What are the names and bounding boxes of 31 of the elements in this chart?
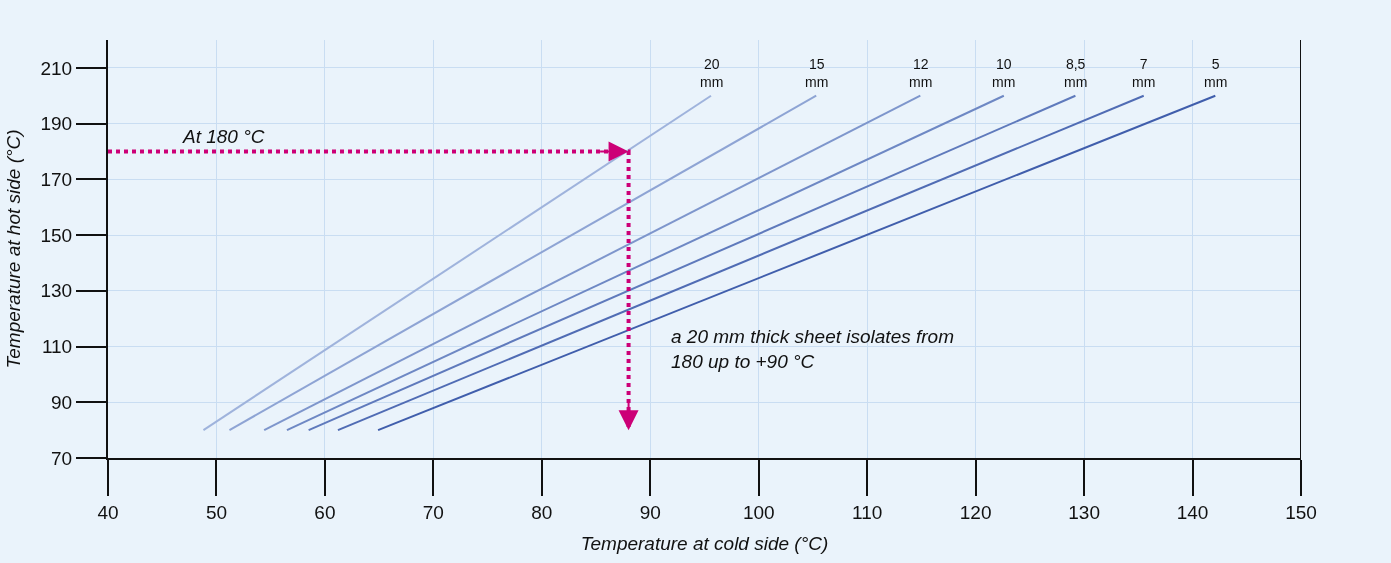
series-label: 7 mm bbox=[1132, 56, 1156, 91]
x-tick-label: 60 bbox=[314, 501, 336, 523]
x-axis-title: Temperature at cold side (°C) bbox=[580, 533, 829, 555]
series-label: 15 mm bbox=[805, 56, 829, 91]
y-tick-label: 190 bbox=[40, 113, 73, 135]
series-label: 12 mm bbox=[909, 56, 933, 91]
x-tick-label: 80 bbox=[531, 501, 553, 523]
y-tick-label: 210 bbox=[40, 57, 73, 79]
x-tick-label: 110 bbox=[852, 501, 883, 523]
annotation: a 20 mm thick sheet isolates from 180 up to +90 °C bbox=[671, 326, 954, 372]
x-tick-label: 140 bbox=[1176, 501, 1209, 523]
x-tick-label: 150 bbox=[1285, 501, 1317, 523]
y-tick-label: 130 bbox=[40, 280, 73, 302]
y-tick-label: 110 bbox=[41, 336, 73, 358]
y-tick-label: 150 bbox=[40, 224, 73, 246]
series-label: 20 mm bbox=[700, 56, 724, 91]
x-tick-label: 90 bbox=[639, 501, 661, 523]
series-label: 5 mm bbox=[1204, 56, 1228, 91]
y-tick-label: 70 bbox=[51, 447, 73, 469]
x-tick-label: 100 bbox=[742, 501, 775, 523]
series-label: 8,5 mm bbox=[1064, 56, 1088, 91]
y-tick-label: 90 bbox=[51, 391, 73, 413]
x-tick-label: 70 bbox=[422, 501, 444, 523]
y-tick-label: 170 bbox=[40, 168, 73, 190]
x-tick-label: 50 bbox=[205, 501, 228, 523]
annotation: At 180 °C bbox=[182, 126, 265, 147]
series-label: 10 mm bbox=[992, 56, 1016, 91]
x-tick-label: 40 bbox=[97, 501, 119, 523]
x-tick-label: 130 bbox=[1068, 501, 1100, 523]
x-tick-label: 120 bbox=[959, 501, 992, 523]
y-axis-title: Temperature at hot side (°C) bbox=[2, 129, 24, 369]
